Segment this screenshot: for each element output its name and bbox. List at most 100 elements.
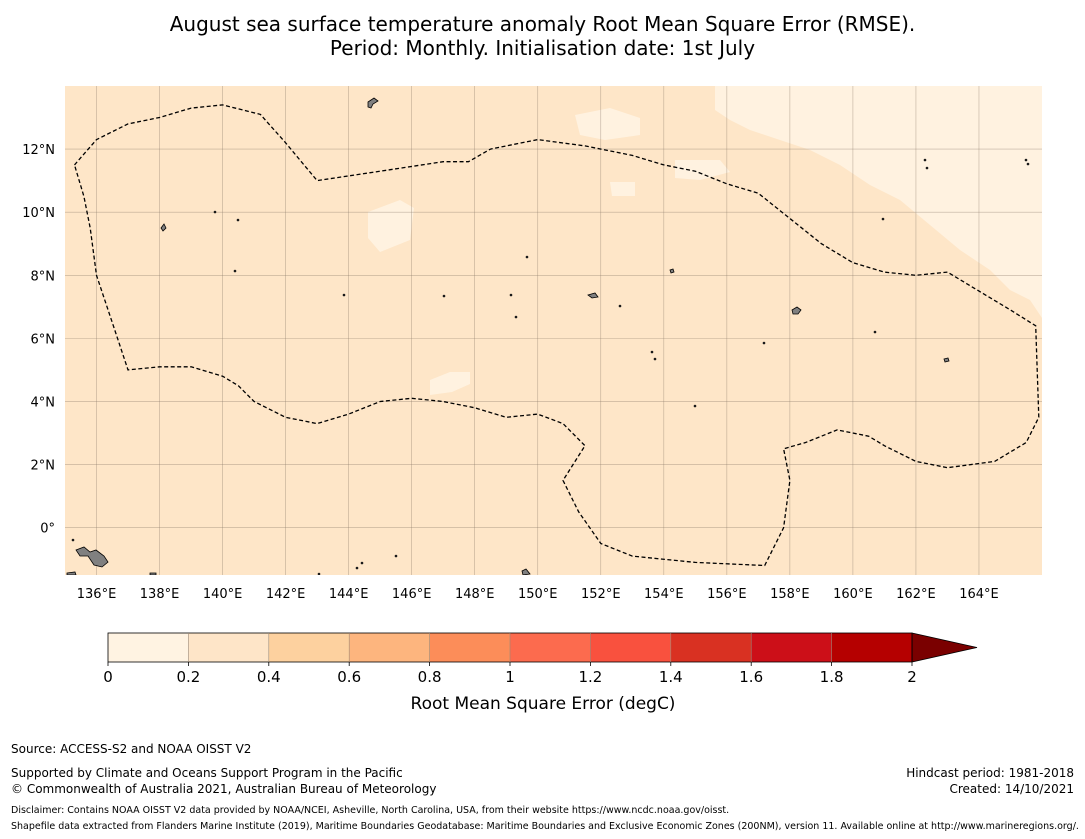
islet bbox=[525, 255, 529, 259]
lon-tick-label: 146°E bbox=[392, 587, 432, 602]
lon-tick-label: 144°E bbox=[329, 587, 369, 602]
lat-tick-label: 2°N bbox=[31, 459, 56, 474]
colorbar-segment bbox=[349, 633, 431, 662]
disclaimer-text: Disclaimer: Contains NOAA OISST V2 data … bbox=[11, 805, 730, 816]
longitude-tick-labels: 136°E 138°E 140°E 142°E 144°E 146°E 148°E 150°E… bbox=[77, 587, 999, 602]
islet bbox=[925, 166, 929, 170]
islet bbox=[509, 293, 513, 297]
lon-tick-label: 140°E bbox=[203, 587, 243, 602]
islet bbox=[394, 554, 398, 558]
supported-text: Supported by Climate and Oceans Support … bbox=[11, 766, 403, 780]
colorbar-tick-label: 1.6 bbox=[739, 668, 763, 686]
lon-tick-label: 156°E bbox=[707, 587, 747, 602]
lat-tick-label: 0° bbox=[40, 522, 55, 537]
colorbar-segment bbox=[268, 633, 350, 662]
colorbar-segment bbox=[751, 633, 833, 662]
islet bbox=[71, 538, 75, 542]
latitude-tick-labels: 12°N 10°N 8°N 6°N 4°N 2°N 0° bbox=[22, 143, 55, 537]
copyright-text: © Commonwealth of Australia 2021, Austra… bbox=[11, 782, 437, 796]
low-rmse-patches bbox=[368, 86, 1042, 395]
island bbox=[160, 223, 167, 232]
low-rmse-patch bbox=[675, 160, 730, 180]
islet bbox=[762, 341, 766, 345]
colorbar-tick-label: 0 bbox=[103, 668, 113, 686]
colorbar-tick-label: 2 bbox=[907, 668, 917, 686]
source-text: Source: ACCESS-S2 and NOAA OISST V2 bbox=[11, 742, 252, 756]
island bbox=[75, 546, 109, 568]
lon-tick-label: 142°E bbox=[266, 587, 306, 602]
colorbar-segment bbox=[670, 633, 752, 662]
colorbar-segment bbox=[429, 633, 511, 662]
graticule bbox=[65, 86, 1042, 575]
colorbar-segment bbox=[831, 633, 913, 662]
lon-tick-label: 136°E bbox=[77, 587, 117, 602]
lon-tick-label: 164°E bbox=[959, 587, 999, 602]
created-date: Created: 14/10/2021 bbox=[949, 782, 1074, 796]
colorbar-tick-label: 0.4 bbox=[257, 668, 281, 686]
colorbar: 0 0.2 0.4 0.6 0.8 1 1.2 1.4 1.6 1.8 2 bbox=[103, 632, 978, 686]
colorbar-extend-arrow bbox=[911, 632, 978, 663]
islet bbox=[693, 404, 697, 408]
lon-tick-label: 150°E bbox=[518, 587, 558, 602]
islet bbox=[618, 304, 622, 308]
islet bbox=[317, 572, 321, 575]
chart-title-line-1: August sea surface temperature anomaly R… bbox=[169, 12, 916, 36]
colorbar-tick-label: 0.8 bbox=[418, 668, 442, 686]
colorbar-segment bbox=[590, 633, 672, 662]
islet bbox=[233, 269, 237, 273]
colorbar-tick-label: 1.4 bbox=[659, 668, 683, 686]
chart-title-line-2: Period: Monthly. Initialisation date: 1s… bbox=[329, 36, 756, 60]
islet bbox=[1024, 158, 1028, 162]
shapefile-credit: Shapefile data extracted from Flanders M… bbox=[11, 821, 1079, 832]
islet bbox=[213, 210, 217, 214]
lat-tick-label: 4°N bbox=[31, 395, 56, 410]
islet bbox=[236, 218, 240, 222]
islet bbox=[342, 293, 346, 297]
low-rmse-patch bbox=[610, 182, 635, 196]
island bbox=[149, 572, 157, 575]
colorbar-label: Root Mean Square Error (degC) bbox=[411, 694, 676, 714]
island bbox=[669, 268, 675, 274]
colorbar-tick-label: 1.2 bbox=[578, 668, 602, 686]
hindcast-period: Hindcast period: 1981-2018 bbox=[906, 766, 1074, 780]
colorbar-tick-label: 1.8 bbox=[820, 668, 844, 686]
islet bbox=[514, 315, 518, 319]
islet bbox=[360, 561, 364, 565]
island bbox=[66, 571, 77, 575]
lon-tick-label: 160°E bbox=[833, 587, 873, 602]
low-rmse-patch bbox=[575, 108, 640, 140]
islet bbox=[442, 294, 446, 298]
colorbar-tick-label: 0.2 bbox=[176, 668, 200, 686]
colorbar-segment bbox=[188, 633, 270, 662]
lon-tick-label: 152°E bbox=[581, 587, 621, 602]
lon-tick-label: 138°E bbox=[140, 587, 180, 602]
low-rmse-patch bbox=[715, 86, 1042, 318]
island bbox=[521, 568, 531, 575]
lon-tick-label: 162°E bbox=[896, 587, 936, 602]
island bbox=[367, 97, 379, 109]
lon-tick-label: 158°E bbox=[770, 587, 810, 602]
islet bbox=[650, 350, 654, 354]
island bbox=[791, 306, 802, 315]
lat-tick-label: 12°N bbox=[22, 143, 55, 158]
islet bbox=[873, 330, 877, 334]
islet bbox=[355, 566, 359, 570]
lon-tick-label: 148°E bbox=[455, 587, 495, 602]
low-rmse-patch bbox=[368, 200, 414, 252]
land-masses bbox=[66, 97, 1030, 575]
island bbox=[943, 357, 950, 363]
islet bbox=[1026, 162, 1030, 166]
lat-tick-label: 10°N bbox=[22, 206, 55, 221]
low-rmse-patch bbox=[430, 372, 470, 395]
islet bbox=[653, 357, 657, 361]
colorbar-segment bbox=[510, 633, 591, 662]
lon-tick-label: 154°E bbox=[644, 587, 684, 602]
colorbar-tick-label: 0.6 bbox=[337, 668, 361, 686]
eez-boundary-line bbox=[73, 104, 1040, 567]
colorbar-tick-label: 1 bbox=[505, 668, 515, 686]
lat-tick-label: 8°N bbox=[31, 269, 56, 284]
islet bbox=[881, 217, 885, 221]
lat-tick-label: 6°N bbox=[31, 332, 56, 347]
islet bbox=[923, 158, 927, 162]
